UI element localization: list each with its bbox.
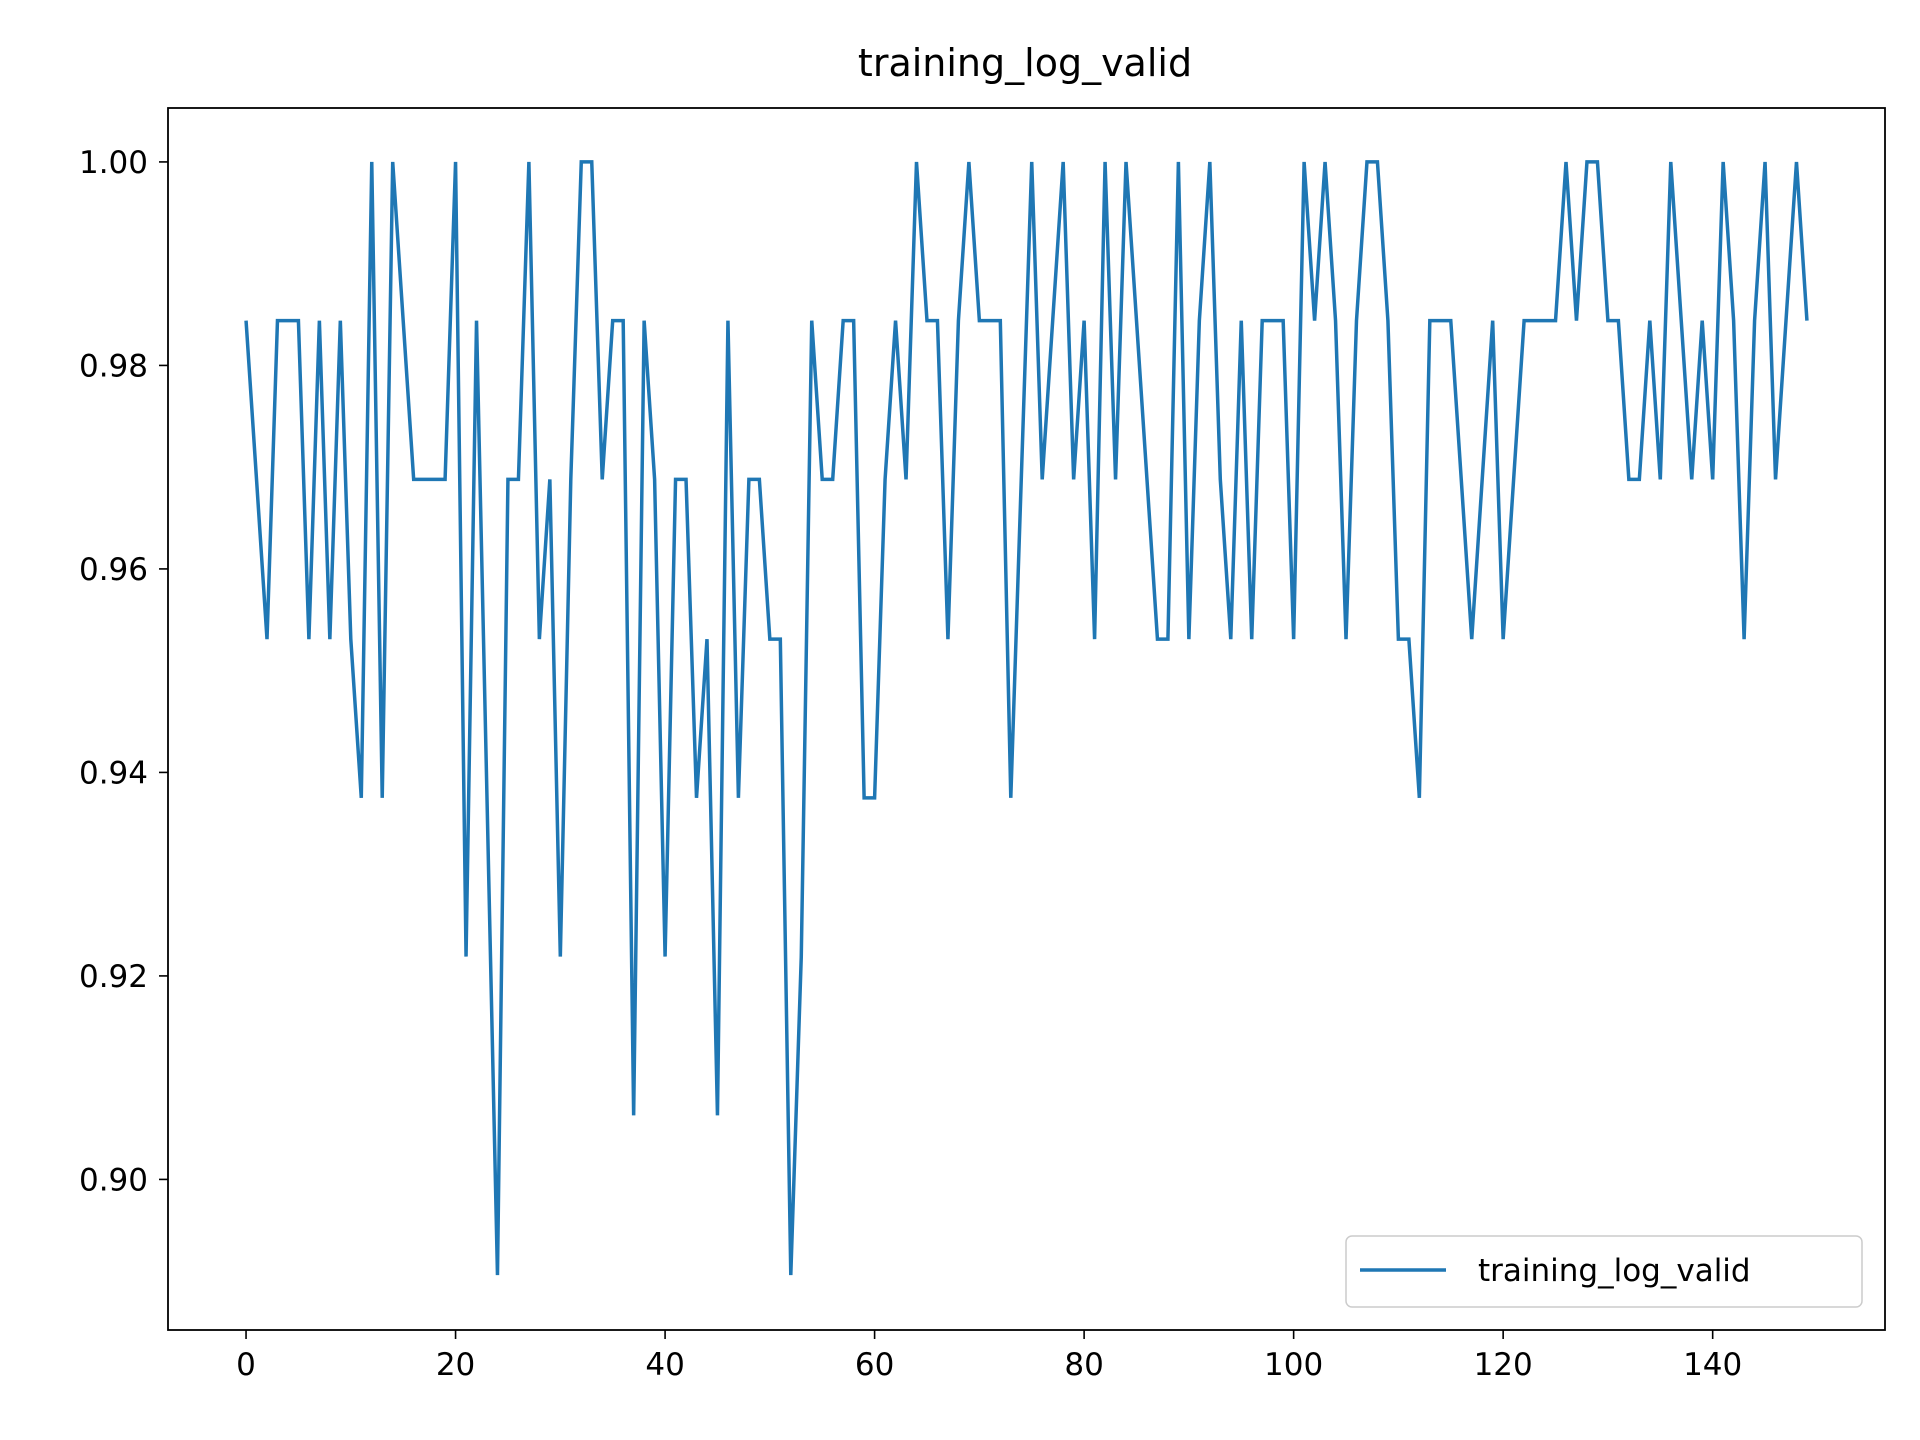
y-tick-label: 0.96 [79, 552, 148, 588]
y-tick-label: 0.92 [79, 959, 148, 995]
legend-box [1345, 1235, 1863, 1308]
y-tick-label: 0.94 [79, 755, 148, 791]
x-tick-label: 40 [645, 1347, 684, 1383]
x-tick-label: 0 [236, 1347, 256, 1383]
chart-title: training_log_valid [858, 41, 1192, 85]
y-axis: 0.90 0.92 0.94 0.96 0.98 1.00 [79, 145, 168, 1198]
x-axis: 0 20 40 60 80 100 120 140 [236, 1330, 1742, 1383]
x-tick-label: 100 [1264, 1347, 1323, 1383]
x-tick-label: 20 [436, 1347, 475, 1383]
x-tick-label: 80 [1064, 1347, 1103, 1383]
x-tick-label: 140 [1683, 1347, 1742, 1383]
y-tick-label: 0.90 [79, 1162, 148, 1198]
legend: training_log_valid [1345, 1235, 1863, 1308]
series-layer [244, 160, 1809, 1276]
y-tick-label: 1.00 [79, 145, 148, 181]
y-tick-label: 0.98 [79, 348, 148, 384]
x-tick-label: 60 [855, 1347, 894, 1383]
series-line-0 [244, 160, 1809, 1276]
plot-frame [167, 107, 1886, 1331]
x-tick-label: 120 [1474, 1347, 1533, 1383]
legend-label: training_log_valid [1478, 1253, 1751, 1289]
